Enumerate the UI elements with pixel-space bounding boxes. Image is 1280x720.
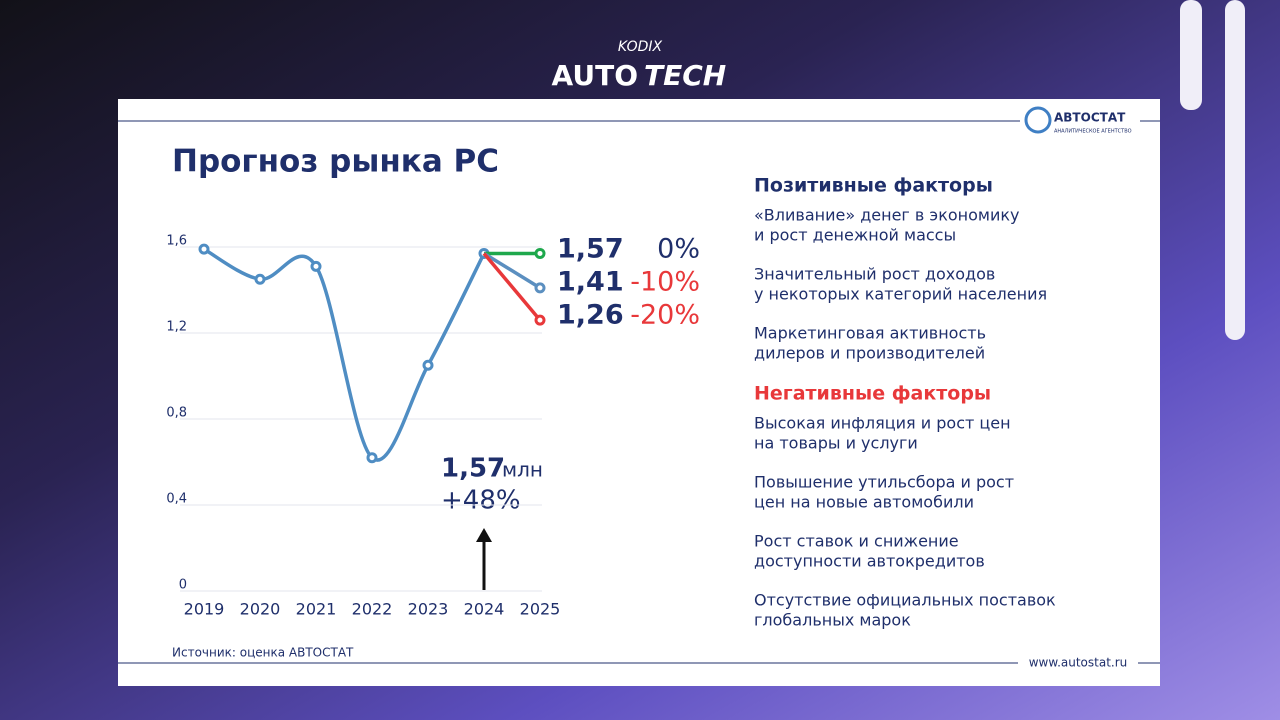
source: Источник: оценка АВТОСТАТ (172, 646, 354, 660)
y-tick-label: 1,6 (166, 234, 187, 249)
paint-drip (1225, 0, 1245, 340)
value-label: 1,26 (557, 300, 624, 331)
chart-title: Прогноз рынка РС (172, 144, 499, 180)
x-tick-label: 2025 (520, 600, 561, 619)
section-title: Позитивные факторы (754, 175, 993, 197)
factor-text: дилеров и производителей (754, 344, 985, 363)
brand-tech: TECH (644, 59, 726, 92)
arrow-head (476, 528, 492, 542)
logo-sub: АНАЛИТИЧЕСКОЕ АГЕНТСТВО (1054, 129, 1132, 135)
factor-text: Маркетинговая активность (754, 324, 986, 343)
factor-text: и рост денежной массы (754, 226, 956, 245)
annotation-value: 1,57 (441, 454, 505, 484)
point (534, 314, 546, 326)
slide (118, 99, 1160, 686)
line (482, 252, 542, 322)
point (198, 243, 210, 255)
factor-text: глобальных марок (754, 611, 911, 630)
y-tick-label: 0,4 (166, 492, 187, 507)
factor-text: Рост ставок и снижение (754, 532, 959, 551)
factor-text: Значительный рост доходов (754, 265, 995, 284)
x-tick-label: 2020 (240, 600, 281, 619)
annotation-change: +48% (441, 486, 521, 516)
annotation-unit: млн (502, 458, 543, 482)
point (422, 359, 434, 371)
factor-text: Высокая инфляция и рост цен (754, 414, 1011, 433)
point (310, 260, 322, 272)
paint-drip (1180, 0, 1202, 110)
point (366, 452, 378, 464)
legend-label: -10% (630, 267, 700, 298)
factor-text: на товары и услуги (754, 434, 918, 453)
y-tick-label: 0 (179, 578, 187, 593)
x-tick-label: 2023 (408, 600, 449, 619)
logo: АВТОСТАТ (1054, 111, 1126, 125)
legend-label: -20% (630, 300, 700, 331)
x-tick-label: 2024 (464, 600, 505, 619)
factor-text: Повышение утильсбора и рост (754, 473, 1014, 492)
logo-icon (1024, 106, 1052, 134)
y-tick-label: 1,2 (166, 320, 187, 335)
legend-label: 0% (657, 234, 700, 265)
section-title: Негативные факторы (754, 383, 991, 405)
y-tick-label: 0,8 (166, 406, 187, 421)
factor-text: у некоторых категорий населения (754, 285, 1047, 304)
brand-auto: AUTO (552, 59, 638, 92)
point (534, 247, 546, 259)
factor-text: цен на новые автомобили (754, 493, 974, 512)
factor-text: «Вливание» денег в экономику (754, 206, 1020, 225)
value-label: 1,57 (557, 234, 624, 265)
url: www.autostat.ru (1029, 656, 1128, 670)
factor-text: Отсутствие официальных поставок (754, 591, 1056, 610)
value-label: 1,41 (557, 267, 624, 298)
x-tick-label: 2019 (184, 600, 225, 619)
x-tick-label: 2022 (352, 600, 393, 619)
point (254, 273, 266, 285)
x-tick-label: 2021 (296, 600, 337, 619)
point (534, 282, 546, 294)
brand-small: KODIX (618, 39, 663, 55)
factor-text: доступности автокредитов (754, 552, 985, 571)
